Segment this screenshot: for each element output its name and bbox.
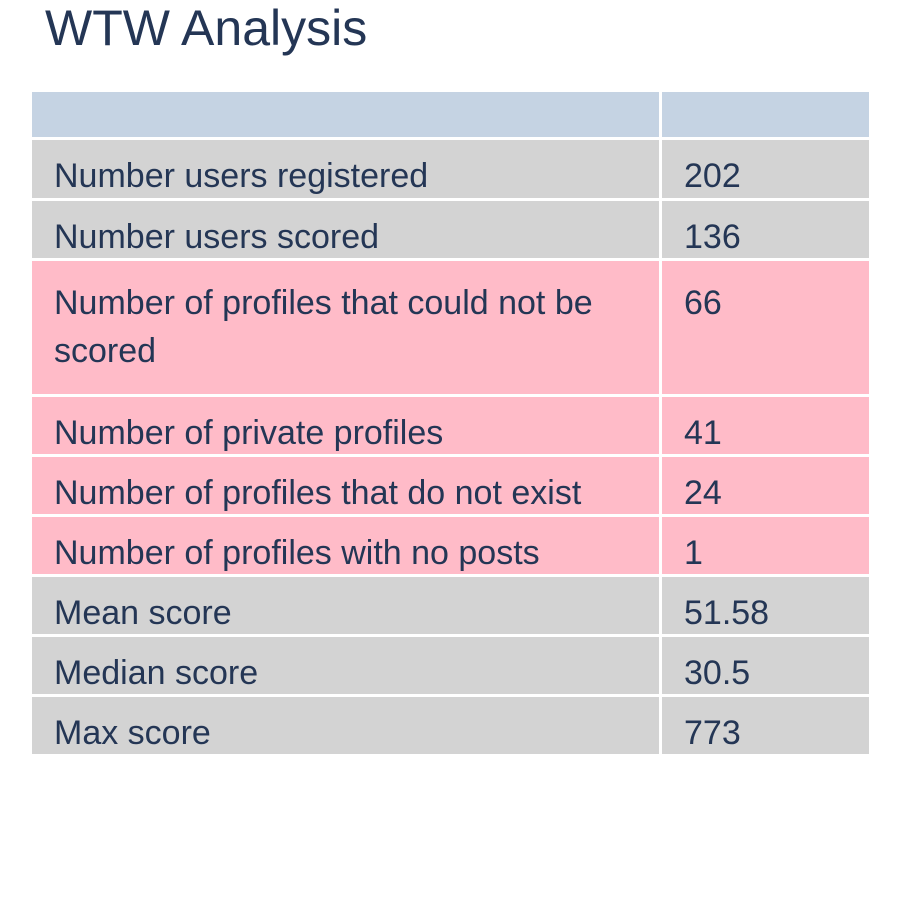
row-value: 66 xyxy=(662,261,869,394)
row-label: Number of profiles that do not exist xyxy=(32,457,659,514)
table-row-not-scored: Number of profiles that could not be sco… xyxy=(32,261,869,394)
row-value: 41 xyxy=(662,397,869,454)
row-value: 202 xyxy=(662,140,869,198)
header-label-cell xyxy=(32,92,659,137)
table-row-mean-score: Mean score 51.58 xyxy=(32,577,869,634)
table-row-users-scored: Number users scored 136 xyxy=(32,201,869,258)
analysis-table: Number users registered 202 Number users… xyxy=(32,92,869,757)
table-row-private-profiles: Number of private profiles 41 xyxy=(32,397,869,454)
row-label: Number of profiles with no posts xyxy=(32,517,659,574)
header-value-cell xyxy=(662,92,869,137)
row-value: 51.58 xyxy=(662,577,869,634)
row-label: Median score xyxy=(32,637,659,694)
row-value: 1 xyxy=(662,517,869,574)
row-label: Number of private profiles xyxy=(32,397,659,454)
row-value: 773 xyxy=(662,697,869,754)
table-header-row xyxy=(32,92,869,137)
row-label: Max score xyxy=(32,697,659,754)
row-value: 30.5 xyxy=(662,637,869,694)
row-label: Number users registered xyxy=(32,140,659,198)
table-row-median-score: Median score 30.5 xyxy=(32,637,869,694)
table-row-users-registered: Number users registered 202 xyxy=(32,140,869,198)
table-row-no-posts: Number of profiles with no posts 1 xyxy=(32,517,869,574)
row-label: Number of profiles that could not be sco… xyxy=(32,261,659,394)
row-label: Mean score xyxy=(32,577,659,634)
page-title: WTW Analysis xyxy=(45,0,368,56)
row-label: Number users scored xyxy=(32,201,659,258)
table-row-max-score: Max score 773 xyxy=(32,697,869,754)
row-value: 136 xyxy=(662,201,869,258)
row-value: 24 xyxy=(662,457,869,514)
table-row-nonexistent-profiles: Number of profiles that do not exist 24 xyxy=(32,457,869,514)
